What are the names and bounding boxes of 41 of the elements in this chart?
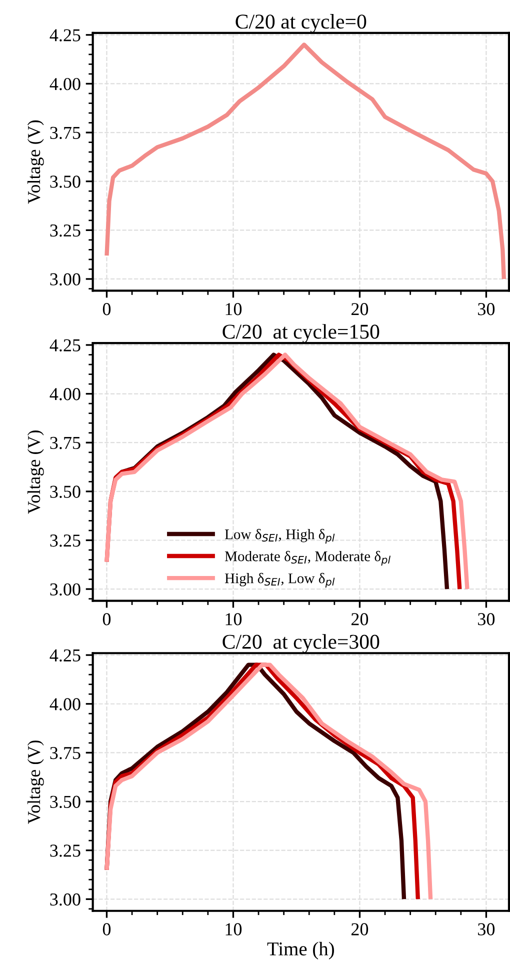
y-axis-title: Voltage (V) — [27, 740, 44, 824]
legend-label: Low δ$_{SEI}$, High δ$_{pl}$ — [224, 528, 335, 544]
y-tick-label: 3.75 — [50, 126, 80, 140]
y-tick-label: 3.25 — [50, 224, 80, 237]
y-tick-label: 3.50 — [50, 796, 80, 808]
y-tick-label: 3.50 — [50, 486, 80, 498]
x-tick-label: 0 — [102, 303, 111, 316]
chart-title: C/20 at cycle=0 — [236, 14, 366, 33]
x-tick-label: 0 — [102, 923, 111, 936]
y-axis-title: Voltage (V) — [27, 430, 44, 514]
y-tick-label: 3.00 — [50, 583, 80, 596]
chart-title: C/20 at cycle=150 — [222, 324, 380, 344]
y-tick-label: 3.75 — [50, 436, 80, 450]
x-tick-label: 30 — [478, 923, 495, 936]
x-tick-label: 20 — [351, 303, 368, 316]
x-tick-label: 30 — [478, 303, 495, 316]
legend-label: High δ$_{SEI}$, Low δ$_{pl}$ — [224, 572, 335, 588]
x-tick-label: 20 — [351, 613, 368, 626]
y-axis-title: Voltage (V) — [27, 120, 44, 204]
y-tick-label: 4.25 — [50, 649, 80, 662]
line-series — [104, 42, 506, 282]
y-tick-label: 4.25 — [50, 339, 80, 352]
y-tick-label: 4.00 — [50, 388, 80, 400]
legend-label: Moderate δ$_{SEI}$, Moderate δ$_{pl}$ — [224, 550, 390, 566]
x-tick-label: 10 — [226, 303, 242, 316]
x-tick-label: 30 — [478, 613, 495, 626]
y-tick-label: 3.75 — [50, 747, 80, 760]
chart-title: C/20 at cycle=300 — [222, 634, 380, 654]
x-tick-label: 20 — [351, 923, 368, 936]
x-tick-label: 10 — [226, 923, 242, 936]
x-tick-label: 10 — [226, 613, 242, 626]
y-tick-label: 3.00 — [50, 273, 80, 286]
y-tick-label: 3.25 — [50, 844, 80, 857]
y-tick-label: 3.00 — [50, 893, 80, 906]
y-tick-label: 4.00 — [50, 698, 80, 710]
y-tick-label: 4.25 — [50, 29, 80, 42]
y-tick-label: 3.50 — [50, 176, 80, 188]
y-tick-label: 4.00 — [50, 78, 80, 90]
x-axis-title: Time (h) — [267, 942, 334, 960]
x-tick-label: 0 — [102, 613, 111, 626]
y-tick-label: 3.25 — [50, 534, 80, 547]
